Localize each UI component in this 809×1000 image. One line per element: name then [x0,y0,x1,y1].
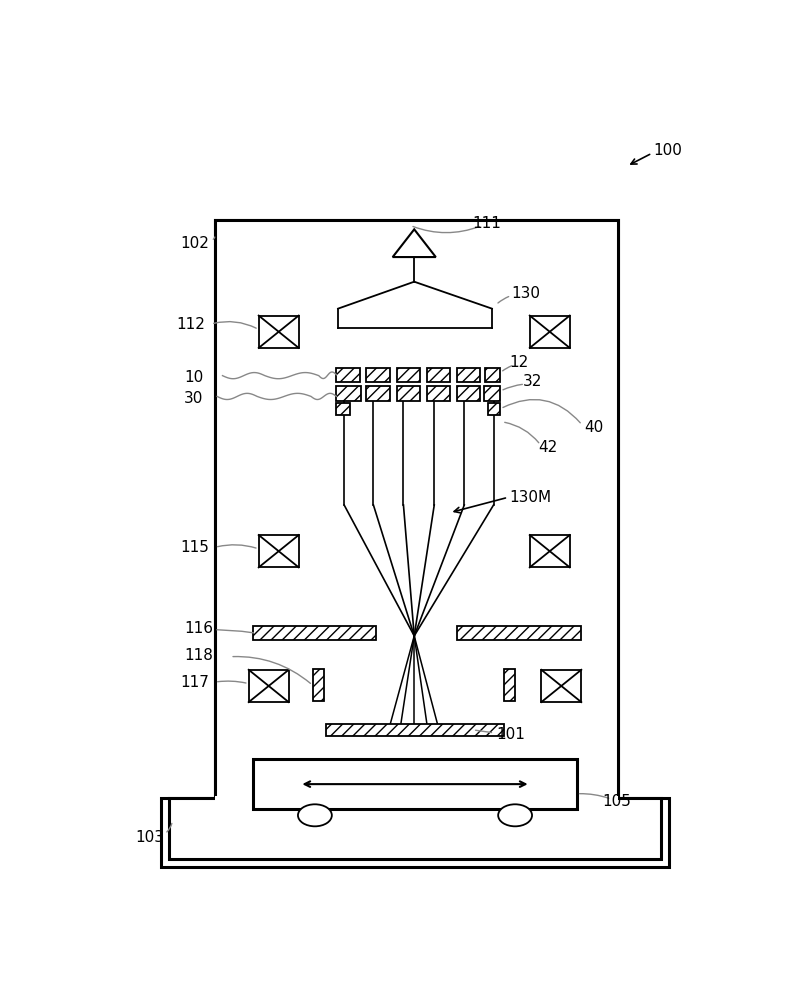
Text: 32: 32 [523,374,542,389]
Bar [168,798,662,859]
Text: 130: 130 [511,286,540,301]
Bar [457,626,581,640]
Bar [484,386,501,401]
Text: 102: 102 [180,236,209,251]
Bar [530,316,570,348]
Text: 101: 101 [496,727,525,742]
Bar [248,670,289,702]
Bar [488,403,501,415]
Text: 115: 115 [180,540,209,555]
Bar [253,626,376,640]
Bar [396,386,420,401]
Bar [396,368,420,382]
Bar [456,368,480,382]
Text: 100: 100 [654,143,683,158]
Bar [337,386,361,401]
Bar [456,386,480,401]
Bar [337,368,359,382]
Text: 117: 117 [180,675,209,690]
Text: 105: 105 [602,794,631,809]
Bar [426,386,450,401]
Bar [530,535,570,567]
Bar [215,220,617,798]
Bar [503,669,515,701]
Ellipse shape [298,804,332,826]
Bar [327,724,503,736]
Bar [541,670,582,702]
Bar [485,368,501,382]
Text: 10: 10 [184,370,203,385]
Bar [337,403,350,415]
Text: 42: 42 [538,440,557,455]
Text: 103: 103 [135,830,164,845]
Bar [366,368,390,382]
Bar [366,386,390,401]
Ellipse shape [498,804,532,826]
Polygon shape [215,220,617,821]
Bar [215,796,253,821]
Text: 112: 112 [176,317,205,332]
Bar [161,798,669,867]
Bar [253,759,577,809]
Bar [579,796,617,821]
Bar [312,669,324,701]
Text: 111: 111 [472,216,502,231]
Text: 30: 30 [184,391,203,406]
Text: 40: 40 [584,420,604,436]
Text: 118: 118 [184,648,213,663]
Text: 130M: 130M [510,490,552,505]
Bar [426,368,450,382]
Bar [259,316,299,348]
Text: 116: 116 [184,621,213,636]
Text: 12: 12 [510,355,529,370]
Bar [259,535,299,567]
Polygon shape [392,229,436,257]
